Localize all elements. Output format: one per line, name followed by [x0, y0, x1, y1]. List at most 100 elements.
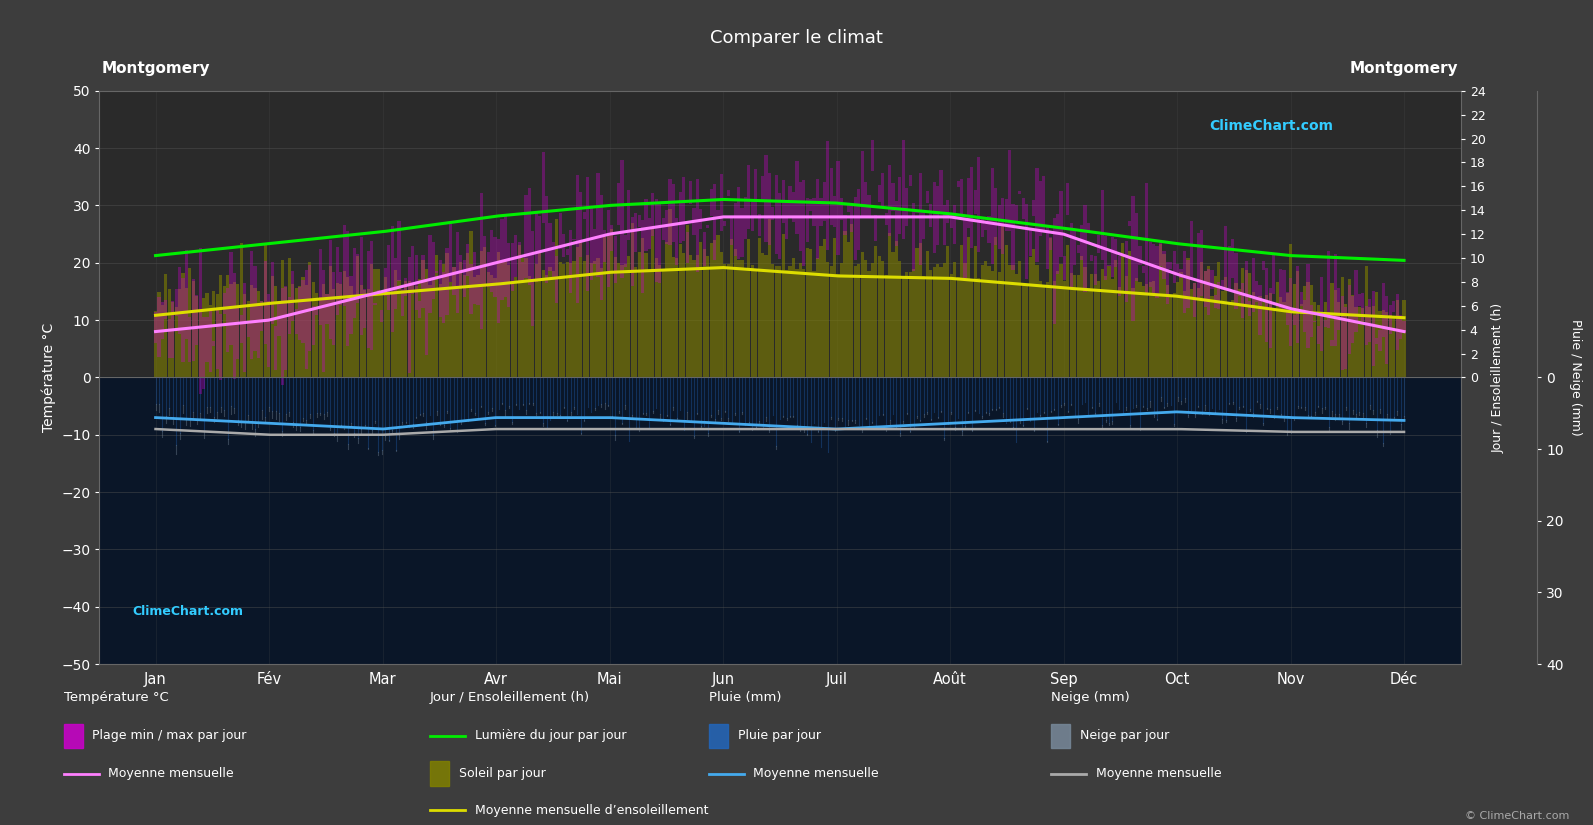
Bar: [432, 279, 435, 378]
Bar: [1015, 205, 1018, 221]
Bar: [223, 286, 226, 378]
Bar: [1357, 294, 1360, 306]
Bar: [233, 282, 236, 378]
Bar: [779, 266, 781, 378]
Bar: [301, 277, 304, 378]
Bar: [1134, 213, 1137, 280]
Bar: [1131, 288, 1134, 378]
Bar: [583, 212, 586, 219]
Bar: [336, 283, 339, 378]
Bar: [301, 280, 304, 343]
Bar: [479, 193, 483, 328]
Bar: [194, 295, 198, 345]
Bar: [1190, 221, 1193, 279]
Bar: [669, 210, 672, 378]
Bar: [370, 264, 373, 378]
Bar: [624, 235, 628, 267]
Bar: [1184, 291, 1187, 378]
Bar: [315, 294, 319, 378]
Bar: [381, 309, 384, 322]
Bar: [373, 303, 376, 305]
Bar: [1309, 305, 1313, 337]
Bar: [871, 263, 875, 378]
Bar: [1066, 245, 1069, 378]
Bar: [1351, 296, 1354, 343]
Bar: [580, 192, 583, 257]
Bar: [194, 296, 198, 378]
Bar: [961, 179, 964, 216]
Bar: [964, 263, 967, 378]
Bar: [414, 285, 417, 378]
Bar: [1080, 256, 1083, 378]
Bar: [661, 218, 664, 240]
Bar: [956, 181, 959, 187]
Bar: [483, 248, 486, 378]
Bar: [1101, 191, 1104, 261]
Bar: [1094, 274, 1098, 378]
Bar: [981, 265, 984, 378]
Bar: [170, 300, 174, 358]
Bar: [575, 175, 578, 303]
Bar: [449, 224, 452, 282]
Bar: [99, 378, 1461, 664]
Bar: [1317, 305, 1321, 378]
Bar: [292, 285, 295, 378]
Bar: [363, 290, 366, 328]
Bar: [473, 277, 476, 378]
Bar: [446, 253, 449, 378]
Bar: [750, 265, 753, 378]
Bar: [1247, 273, 1251, 378]
Bar: [223, 293, 226, 314]
Bar: [774, 175, 777, 254]
Bar: [1306, 264, 1309, 348]
Bar: [1273, 254, 1276, 295]
Bar: [462, 261, 465, 297]
Bar: [747, 239, 750, 378]
Bar: [991, 271, 994, 378]
Bar: [357, 257, 360, 378]
Bar: [720, 174, 723, 231]
Bar: [1118, 256, 1121, 295]
Bar: [1193, 283, 1196, 318]
Bar: [1365, 266, 1368, 378]
Bar: [1139, 282, 1142, 378]
Bar: [616, 262, 620, 378]
Bar: [470, 264, 473, 314]
Bar: [1368, 299, 1372, 342]
Bar: [1008, 265, 1012, 378]
Bar: [977, 157, 980, 252]
Bar: [750, 201, 753, 230]
Bar: [260, 301, 263, 378]
Text: © ClimeChart.com: © ClimeChart.com: [1464, 811, 1569, 821]
Bar: [1139, 246, 1142, 265]
Bar: [277, 302, 280, 378]
Bar: [438, 260, 441, 318]
Bar: [164, 299, 167, 318]
Bar: [527, 276, 530, 378]
Bar: [178, 290, 182, 378]
Bar: [538, 216, 542, 279]
Bar: [1354, 307, 1357, 378]
Bar: [1032, 200, 1035, 216]
Bar: [393, 257, 397, 309]
Bar: [417, 279, 421, 378]
Y-axis label: Température °C: Température °C: [41, 323, 56, 432]
Bar: [1375, 338, 1378, 344]
Bar: [182, 272, 185, 378]
Bar: [1107, 266, 1110, 378]
Bar: [1063, 281, 1066, 378]
Bar: [1392, 316, 1395, 378]
Bar: [875, 246, 878, 378]
Bar: [1115, 239, 1118, 267]
Bar: [491, 230, 494, 292]
Bar: [1324, 302, 1327, 378]
Bar: [405, 278, 408, 296]
Bar: [188, 268, 191, 378]
Bar: [1317, 326, 1321, 344]
Bar: [175, 290, 178, 316]
Bar: [648, 219, 652, 248]
Bar: [943, 263, 946, 378]
Bar: [1220, 291, 1223, 378]
Bar: [593, 229, 596, 264]
Bar: [167, 290, 170, 378]
